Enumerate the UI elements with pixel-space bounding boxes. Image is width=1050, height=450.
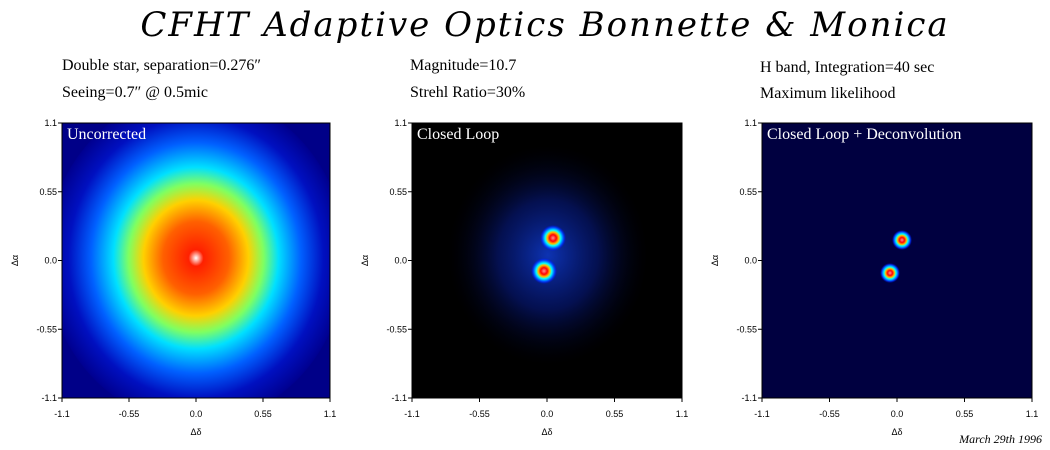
x-axis-label: Δδ: [541, 427, 552, 437]
y-tick-label: 0.0: [44, 256, 57, 266]
info: Maximum likelihood: [760, 85, 896, 102]
title: CFHT Adaptive Optics Bonnette & Monica: [140, 5, 949, 45]
info: Seeing=0.7″ @ 0.5mic: [62, 84, 208, 101]
y-tick-label: 0.55: [39, 187, 57, 197]
y-axis-label: Δα: [360, 255, 370, 266]
panel-label: Closed Loop: [417, 126, 499, 143]
y-tick-label: 0.55: [739, 187, 757, 197]
y-tick-label: 1.1: [744, 118, 757, 128]
y-tick-label: 0.0: [394, 256, 407, 266]
x-tick-label: 0.55: [254, 409, 272, 419]
image: [412, 123, 682, 398]
x-tick-label: -0.55: [469, 409, 490, 419]
panel-label: Uncorrected: [67, 126, 146, 143]
date: March 29th 1996: [958, 432, 1042, 446]
image: [762, 123, 1032, 398]
y-tick-label: -0.55: [36, 324, 57, 334]
x-tick-label: -0.55: [119, 409, 140, 419]
x-tick-label: -1.1: [754, 409, 770, 419]
image: [62, 123, 330, 398]
x-tick-label: 0.55: [956, 409, 974, 419]
y-tick-label: 0.55: [389, 187, 407, 197]
x-tick-label: 1.1: [324, 409, 337, 419]
y-axis-label: Δα: [710, 255, 720, 266]
x-tick-label: 1.1: [676, 409, 689, 419]
info: Strehl Ratio=30%: [410, 84, 525, 101]
y-tick-label: -1.1: [741, 393, 757, 403]
x-axis-label: Δδ: [891, 427, 902, 437]
y-tick-label: 1.1: [394, 118, 407, 128]
panel-label: Closed Loop + Deconvolution: [767, 126, 961, 143]
y-tick-label: -1.1: [391, 393, 407, 403]
x-axis-label: Δδ: [190, 427, 201, 437]
y-tick-label: 0.0: [744, 256, 757, 266]
x-tick-label: 0.0: [190, 409, 203, 419]
y-tick-label: -1.1: [41, 393, 57, 403]
y-tick-label: 1.1: [44, 118, 57, 128]
x-tick-label: 0.0: [891, 409, 904, 419]
info: H band, Integration=40 sec: [760, 59, 934, 76]
y-axis-label: Δα: [10, 255, 20, 266]
info: Double star, separation=0.276″: [62, 57, 261, 74]
y-tick-label: -0.55: [736, 324, 757, 334]
info: Magnitude=10.7: [410, 57, 516, 74]
x-tick-label: -0.55: [819, 409, 840, 419]
x-tick-label: 0.55: [606, 409, 624, 419]
x-tick-label: -1.1: [404, 409, 420, 419]
x-tick-label: -1.1: [54, 409, 70, 419]
y-tick-label: -0.55: [386, 324, 407, 334]
x-tick-label: 1.1: [1026, 409, 1039, 419]
x-tick-label: 0.0: [541, 409, 554, 419]
